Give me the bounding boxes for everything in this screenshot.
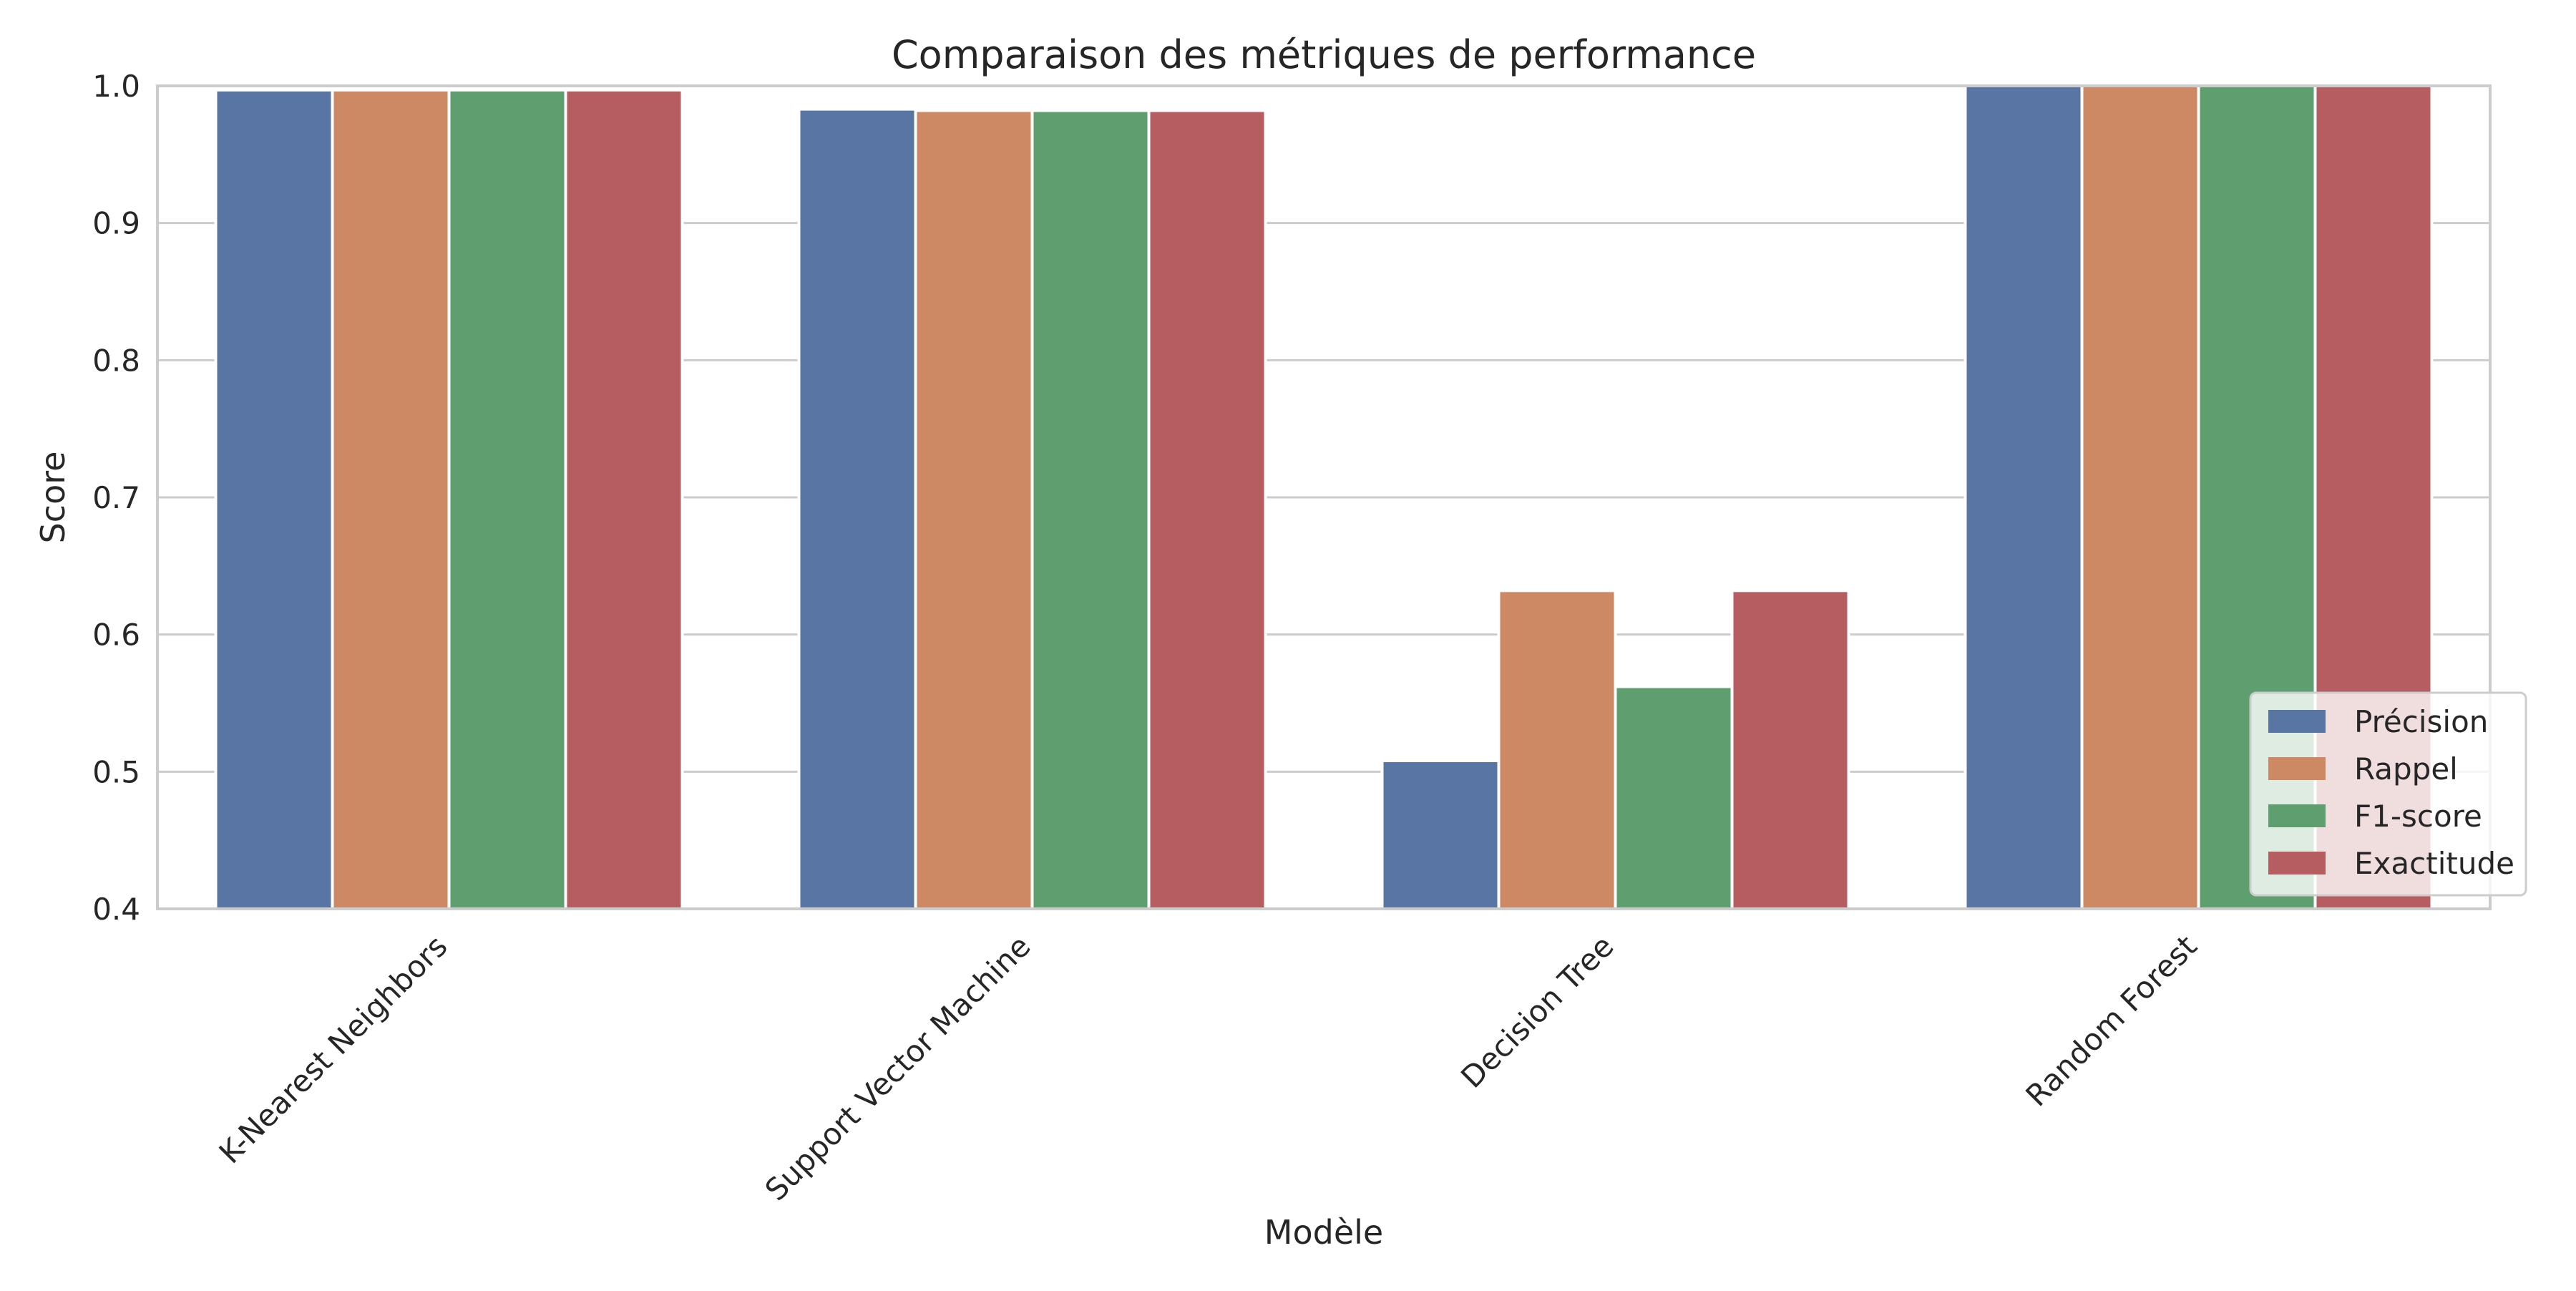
y-tick-label: 0.5 [92, 754, 140, 789]
y-tick-label: 1.0 [92, 69, 140, 104]
bar [1730, 589, 1850, 910]
bar [1963, 84, 2084, 910]
bar [1030, 109, 1151, 910]
legend-box [2249, 691, 2527, 897]
y-tick-label: 0.8 [92, 343, 140, 378]
y-axis-label: Score [34, 452, 72, 544]
bar [447, 88, 567, 910]
y-tick-label: 0.4 [92, 892, 140, 927]
y-tick-labels: 0.4 0.5 0.6 0.7 0.8 0.9 1.0 [92, 69, 140, 927]
y-tick-label: 0.6 [92, 618, 140, 653]
legend-label: Rappel [2354, 751, 2458, 786]
bar [214, 88, 334, 910]
legend: Précision Rappel F1-score Exactitude [2249, 691, 2527, 897]
y-tick-label: 0.7 [92, 480, 140, 515]
legend-label: Exactitude [2354, 846, 2514, 881]
bar [1497, 589, 1617, 910]
plot-frame [156, 84, 2492, 910]
legend-swatch [2268, 710, 2326, 733]
bar [914, 109, 1034, 910]
bar [564, 88, 684, 910]
bar [1380, 759, 1501, 910]
legend-swatch [2268, 757, 2326, 780]
legend-label: F1-score [2354, 799, 2482, 834]
bar [331, 88, 451, 910]
x-axis-label: Modèle [1264, 1213, 1383, 1252]
bar [2080, 84, 2200, 910]
legend-label: Précision [2354, 704, 2488, 739]
chart-title: Comparaison des métriques de performance [892, 32, 1756, 77]
bar [797, 107, 917, 910]
legend-swatch [2268, 804, 2326, 827]
bar [1614, 685, 1734, 910]
y-tick-label: 0.9 [92, 206, 140, 241]
bar [1147, 109, 1267, 910]
legend-swatch [2268, 852, 2326, 875]
